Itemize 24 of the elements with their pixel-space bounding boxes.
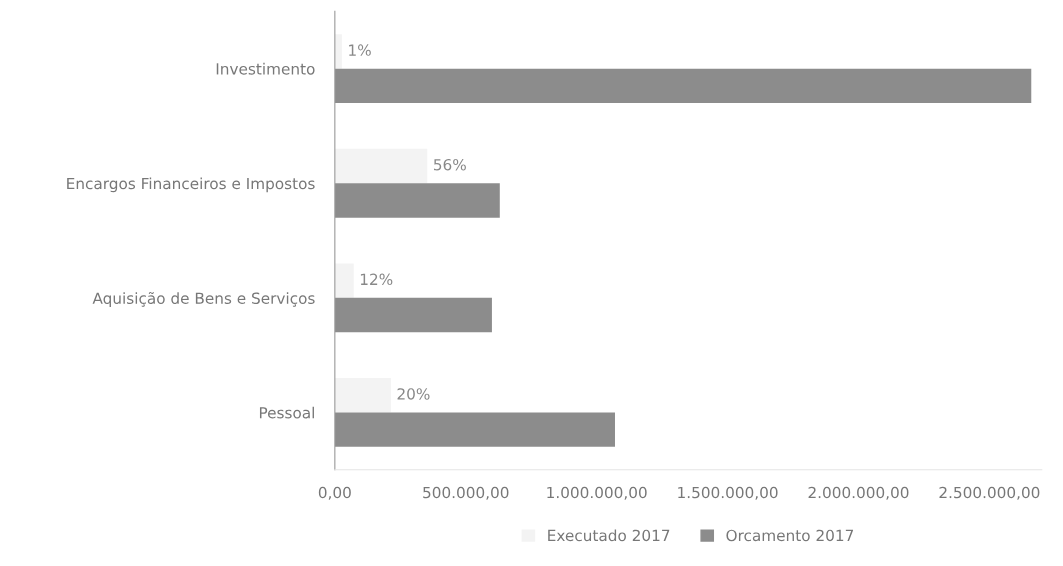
x-tick-label: 1.500.000,00 xyxy=(678,486,778,500)
legend-label: Orcamento 2017 xyxy=(726,529,854,542)
bar xyxy=(334,297,492,333)
bar xyxy=(334,148,428,184)
x-tick-label: 1.000.000,00 xyxy=(547,486,647,500)
y-tick-label: Encargos Financeiros e Impostos xyxy=(67,177,315,193)
bar xyxy=(334,183,500,218)
bar xyxy=(334,68,1032,104)
legend-label: Executado 2017 xyxy=(548,529,670,542)
annotation: 1% xyxy=(349,44,371,56)
x-tick-label: 500.000,00 xyxy=(423,486,509,500)
y-tick-label: Aquisição de Bens e Serviços xyxy=(92,291,315,307)
x-tick-label: 0,00 xyxy=(318,486,351,500)
bar xyxy=(334,34,342,69)
bar xyxy=(334,412,615,447)
bar xyxy=(334,378,391,413)
annotation: 12% xyxy=(360,273,393,286)
y-tick-label: Pessoal xyxy=(259,406,314,419)
x-tick-label: 2.000.000,00 xyxy=(808,486,909,500)
x-tick-label: 2.500.000,00 xyxy=(939,486,1040,500)
y-tick-label: Investimento xyxy=(216,62,315,75)
annotation: 56% xyxy=(434,158,466,171)
bar xyxy=(334,263,354,298)
annotation: 20% xyxy=(397,388,430,400)
